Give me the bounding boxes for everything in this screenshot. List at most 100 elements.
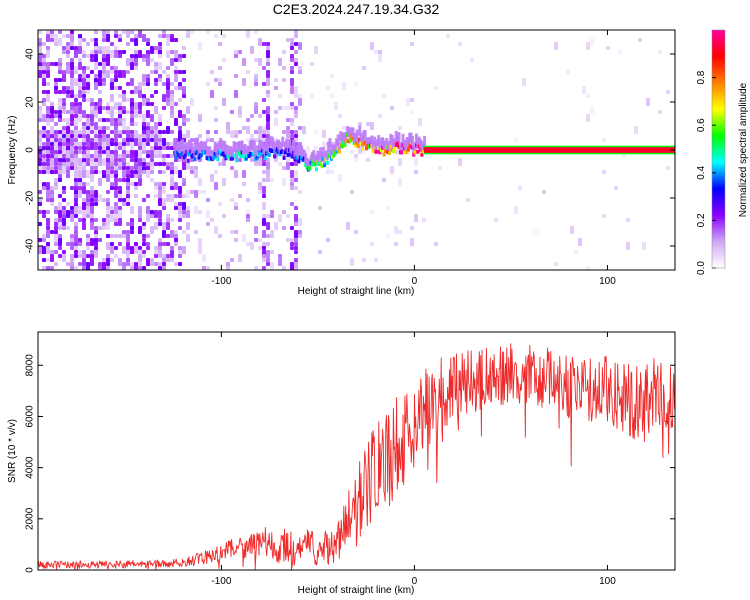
heatmap-cell [62,98,66,102]
heatmap-cell [62,134,66,138]
heatmap-cell [66,242,70,246]
heatmap-cell [70,138,74,146]
heatmap-cell [378,54,382,62]
heatmap-cell [614,186,618,190]
heatmap-cell [170,114,174,118]
heatmap-cell [74,238,78,242]
heatmap-cell [78,74,82,78]
ridge-cell [244,156,248,161]
heatmap-cell [294,238,298,242]
heatmap-cell [58,210,62,218]
y-tick-label: 6000 [25,405,36,428]
heatmap-cell [74,246,78,250]
heatmap-cell [234,170,238,178]
heatmap-cell [90,126,94,130]
heatmap-cell [114,102,118,110]
heatmap-cell [110,214,114,222]
heatmap-cell [154,78,158,82]
heatmap-cell [410,110,414,114]
heatmap-cell [106,190,110,194]
ridge-cell [405,149,409,154]
heatmap-cell [78,150,82,154]
heatmap-cell [202,254,206,262]
heatmap-cell [282,106,286,110]
heatmap-cell [66,202,70,206]
heatmap-cell [122,130,126,134]
heatmap-cell [414,170,418,174]
heatmap-cell [130,38,134,42]
heatmap-cell [70,266,74,270]
heatmap-cell [94,46,98,50]
heatmap-cell [182,90,186,94]
heatmap-cell [246,242,250,246]
heatmap-cell [90,106,94,110]
heatmap-cell [102,226,106,230]
heatmap-cell [94,166,98,170]
heatmap-cell [86,114,90,118]
heatmap-cell [98,90,102,94]
heatmap-cell [398,230,402,234]
heatmap-cell [178,170,182,178]
heatmap-cell [150,166,154,170]
heatmap-cell [166,166,170,170]
ridge-halo [333,144,337,155]
heatmap-cell [42,74,46,78]
heatmap-cell [138,226,142,234]
heatmap-cell [58,106,62,110]
heatmap-cell [74,166,78,170]
heatmap-cell [286,118,290,122]
heatmap-cell [38,154,42,158]
heatmap-cell [222,58,226,62]
heatmap-cell [102,70,106,74]
ridge-cell [344,138,348,143]
heatmap-cell [86,210,90,214]
heatmap-cell [178,218,182,222]
heatmap-cell [182,78,186,82]
heatmap-cell [206,266,210,270]
heatmap-cell [142,74,146,82]
heatmap-cell [98,70,102,78]
heatmap-cell [82,122,86,126]
heatmap-cell [126,154,130,158]
heatmap-cell [94,102,98,106]
heatmap-cell [126,70,130,74]
heatmap-cell [282,78,286,82]
ridge-halo [401,133,405,144]
heatmap-cell [90,154,94,158]
heatmap-cell [38,246,42,254]
heatmap-cell [570,226,574,234]
heatmap-cell [138,102,142,110]
heatmap-cell [70,134,74,138]
ridge-halo [193,150,197,161]
heatmap-cell [86,42,90,46]
heatmap-cell [554,262,558,266]
heatmap-cell [126,110,130,114]
heatmap-cell [110,242,114,246]
heatmap-cell [54,114,58,118]
heatmap-cell [178,250,182,254]
heatmap-cell [42,214,46,218]
heatmap-cell [234,206,238,210]
ridge-cell [283,150,287,155]
heatmap-cell [94,254,98,258]
heatmap-cell [290,130,294,134]
heatmap-cell [50,198,54,202]
ridge-cell [383,148,387,153]
heatmap-cell [82,130,86,134]
x-tick-label: 0 [412,276,418,287]
heatmap-cell [158,78,162,82]
heatmap-cell [626,242,630,250]
heatmap-cell [102,218,106,222]
heatmap-cell [86,182,90,186]
heatmap-cell [178,226,182,230]
heatmap-cell [618,50,622,54]
heatmap-cell [230,198,234,202]
ridge-cell [310,162,314,167]
heatmap-cell [198,114,202,122]
heatmap-cell [138,178,142,186]
heatmap-cell [258,126,262,134]
heatmap-cell [86,74,90,78]
ridge-cell [331,155,335,160]
heatmap-cell [294,114,298,118]
heatmap-cell [58,70,62,74]
